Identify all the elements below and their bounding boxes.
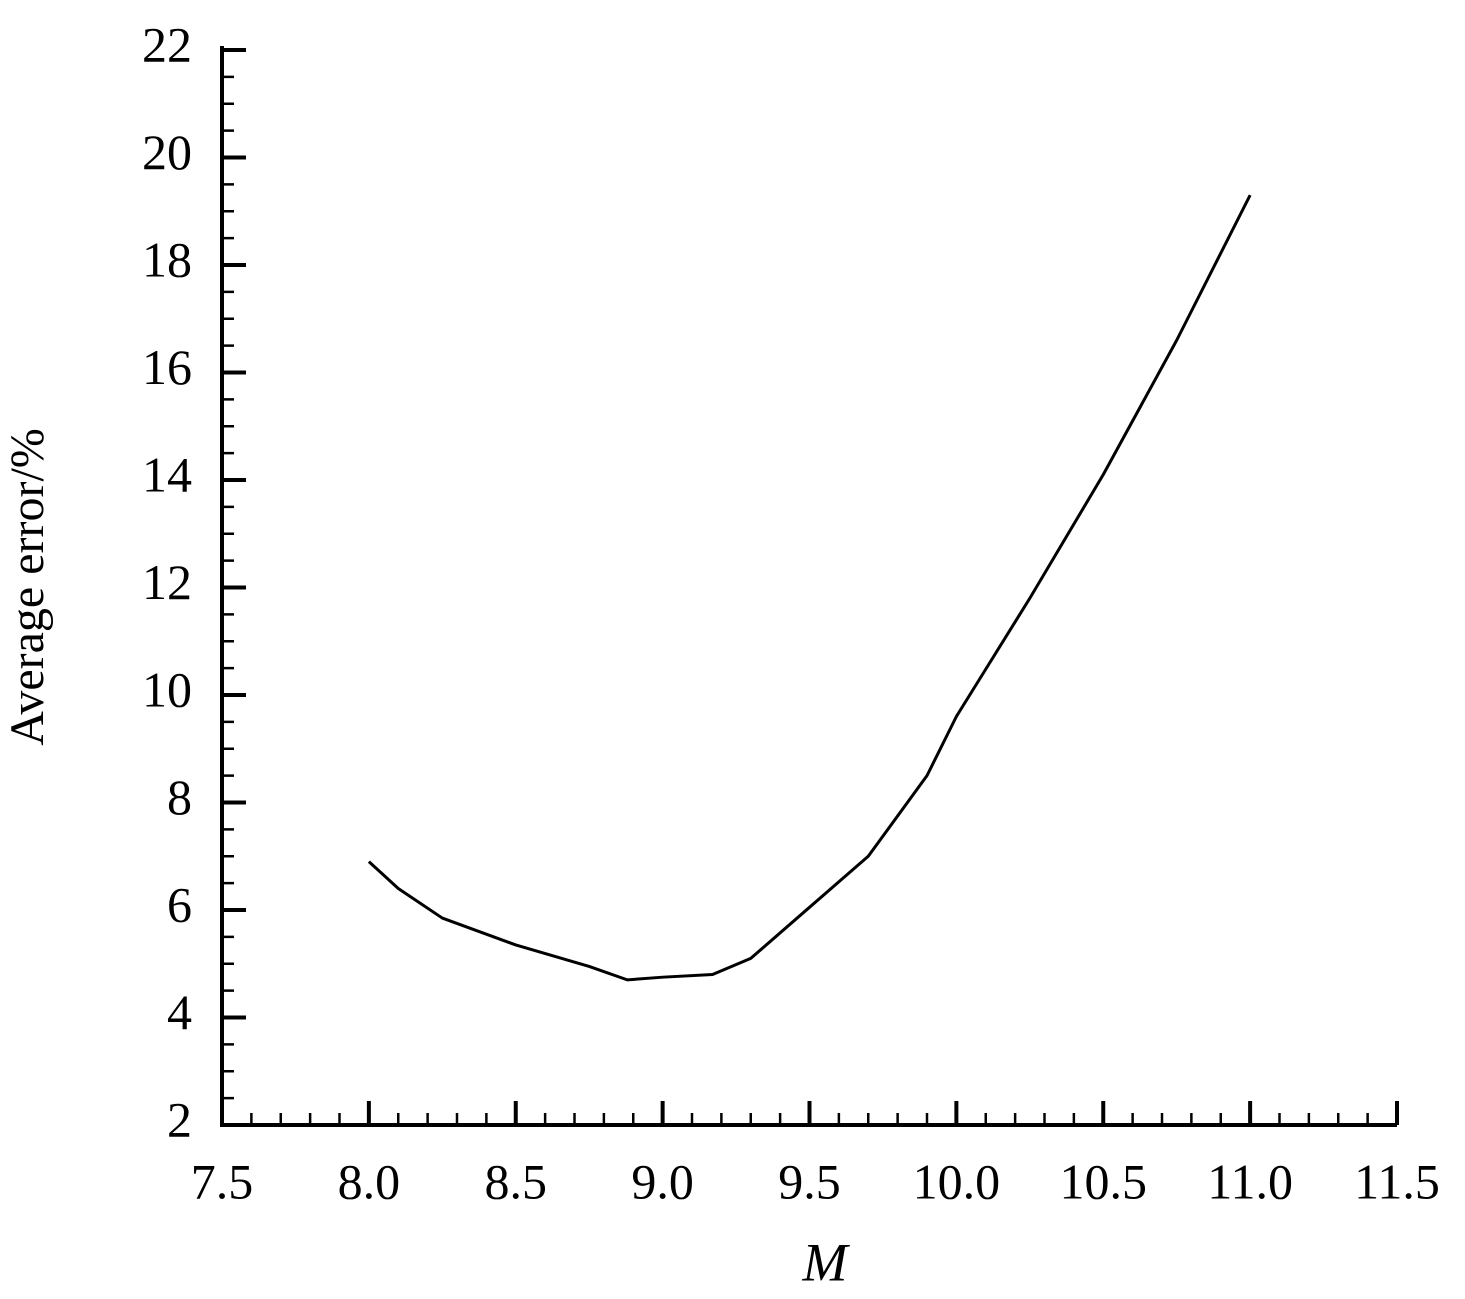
- x-tick-label: 8.0: [338, 1153, 401, 1209]
- x-tick-label: 9.0: [631, 1153, 694, 1209]
- x-tick-label: 7.5: [191, 1153, 254, 1209]
- y-tick-label: 8: [167, 769, 192, 825]
- y-tick-label: 2: [167, 1091, 192, 1147]
- x-tick-label: 10.0: [913, 1153, 1001, 1209]
- y-tick-label: 16: [142, 339, 192, 395]
- x-tick-label: 11.0: [1207, 1153, 1293, 1209]
- x-axis-label: M: [802, 1232, 851, 1292]
- x-tick-label: 11.5: [1354, 1153, 1440, 1209]
- x-tick-label: 9.5: [778, 1153, 841, 1209]
- y-tick-label: 4: [167, 984, 192, 1040]
- line-series: [367, 194, 1252, 982]
- y-tick-label: 12: [142, 554, 192, 610]
- y-tick-label: 18: [142, 231, 192, 287]
- x-tick-label: 10.5: [1060, 1153, 1148, 1209]
- y-tick-label: 10: [142, 661, 192, 717]
- y-tick-label: 14: [142, 446, 192, 502]
- x-tick-label: 8.5: [485, 1153, 548, 1209]
- y-tick-label: 6: [167, 876, 192, 932]
- y-tick-label: 22: [142, 16, 192, 72]
- y-tick-label: 20: [142, 124, 192, 180]
- y-axis-label: Average error/%: [1, 428, 54, 746]
